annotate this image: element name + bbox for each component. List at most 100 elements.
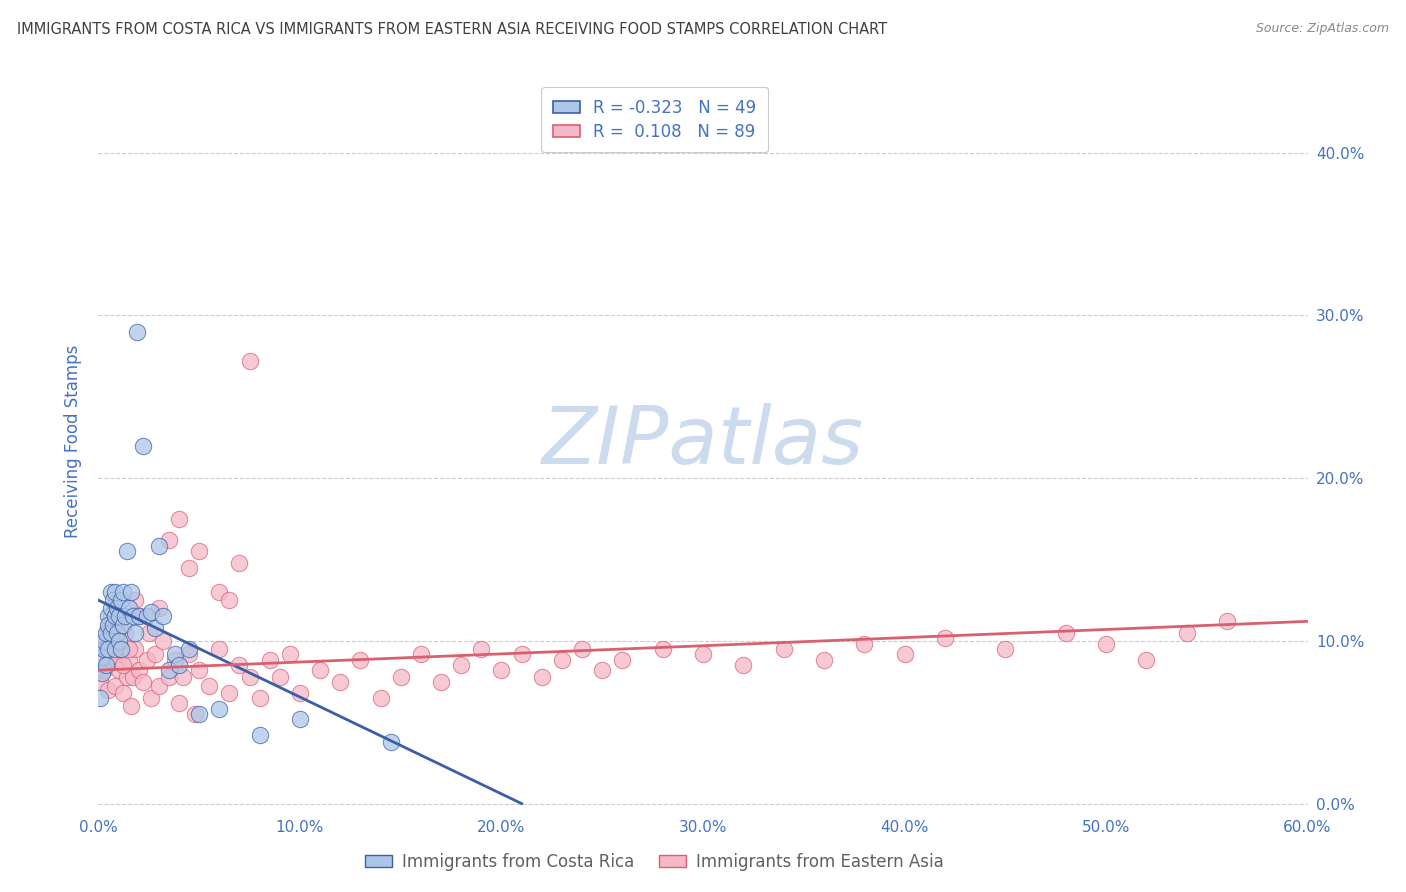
Point: [115, 670, 138, 684]
Point: [110, 642, 132, 657]
Point: [288, 686, 311, 700]
Point: [97, 642, 120, 657]
Point: [121, 609, 143, 624]
Point: [135, 609, 157, 624]
Point: [430, 674, 453, 689]
Point: [97, 653, 120, 667]
Point: [91, 666, 114, 681]
Point: [118, 653, 141, 667]
Point: [111, 658, 134, 673]
Point: [107, 633, 129, 648]
Point: [110, 642, 132, 657]
Point: [111, 617, 134, 632]
Point: [772, 642, 794, 657]
Point: [1135, 653, 1157, 667]
Point: [138, 625, 160, 640]
Point: [167, 658, 190, 673]
Point: [124, 593, 146, 607]
Point: [148, 601, 170, 615]
Point: [125, 325, 148, 339]
Point: [259, 653, 281, 667]
Point: [148, 680, 170, 694]
Point: [163, 653, 186, 667]
Point: [510, 647, 533, 661]
Point: [103, 642, 125, 657]
Point: [120, 698, 142, 713]
Point: [97, 609, 120, 624]
Point: [380, 735, 402, 749]
Point: [93, 663, 115, 677]
Point: [551, 653, 574, 667]
Point: [91, 642, 114, 657]
Point: [208, 642, 231, 657]
Point: [491, 663, 513, 677]
Point: [114, 609, 136, 624]
Point: [97, 621, 120, 635]
Point: [97, 682, 120, 697]
Point: [309, 663, 332, 677]
Point: [152, 633, 174, 648]
Point: [188, 707, 211, 722]
Point: [167, 512, 190, 526]
Point: [1054, 625, 1077, 640]
Point: [96, 658, 118, 673]
Point: [93, 642, 115, 657]
Point: [124, 625, 146, 640]
Point: [96, 625, 118, 640]
Point: [111, 585, 134, 599]
Point: [97, 617, 120, 632]
Point: [132, 674, 155, 689]
Point: [218, 593, 240, 607]
Point: [208, 702, 231, 716]
Legend: Immigrants from Costa Rica, Immigrants from Eastern Asia: Immigrants from Costa Rica, Immigrants f…: [359, 847, 950, 878]
Point: [120, 585, 142, 599]
Point: [470, 642, 492, 657]
Point: [100, 609, 122, 624]
Point: [143, 647, 166, 661]
Point: [100, 625, 122, 640]
Point: [934, 631, 956, 645]
Point: [105, 601, 128, 615]
Point: [101, 593, 124, 607]
Point: [239, 354, 262, 368]
Point: [179, 560, 201, 574]
Point: [118, 601, 141, 615]
Point: [198, 680, 221, 694]
Point: [115, 544, 138, 558]
Point: [530, 670, 553, 684]
Point: [101, 642, 124, 657]
Point: [139, 690, 162, 705]
Point: [1175, 625, 1198, 640]
Point: [249, 690, 271, 705]
Point: [111, 686, 134, 700]
Point: [184, 707, 207, 722]
Point: [100, 585, 122, 599]
Point: [132, 439, 155, 453]
Point: [269, 670, 291, 684]
Point: [135, 653, 157, 667]
Point: [591, 663, 613, 677]
Point: [249, 728, 271, 742]
Point: [118, 642, 141, 657]
Point: [370, 690, 392, 705]
Point: [114, 625, 136, 640]
Point: [733, 658, 755, 673]
Point: [692, 647, 714, 661]
Point: [329, 674, 352, 689]
Point: [208, 585, 231, 599]
Point: [148, 540, 170, 554]
Point: [1095, 637, 1118, 651]
Point: [101, 617, 124, 632]
Point: [228, 658, 250, 673]
Point: [103, 585, 125, 599]
Point: [278, 647, 301, 661]
Point: [121, 670, 143, 684]
Point: [179, 642, 201, 657]
Point: [128, 609, 150, 624]
Point: [188, 544, 211, 558]
Point: [288, 712, 311, 726]
Point: [103, 609, 125, 624]
Point: [89, 690, 111, 705]
Text: IMMIGRANTS FROM COSTA RICA VS IMMIGRANTS FROM EASTERN ASIA RECEIVING FOOD STAMPS: IMMIGRANTS FROM COSTA RICA VS IMMIGRANTS…: [17, 22, 887, 37]
Point: [179, 647, 201, 661]
